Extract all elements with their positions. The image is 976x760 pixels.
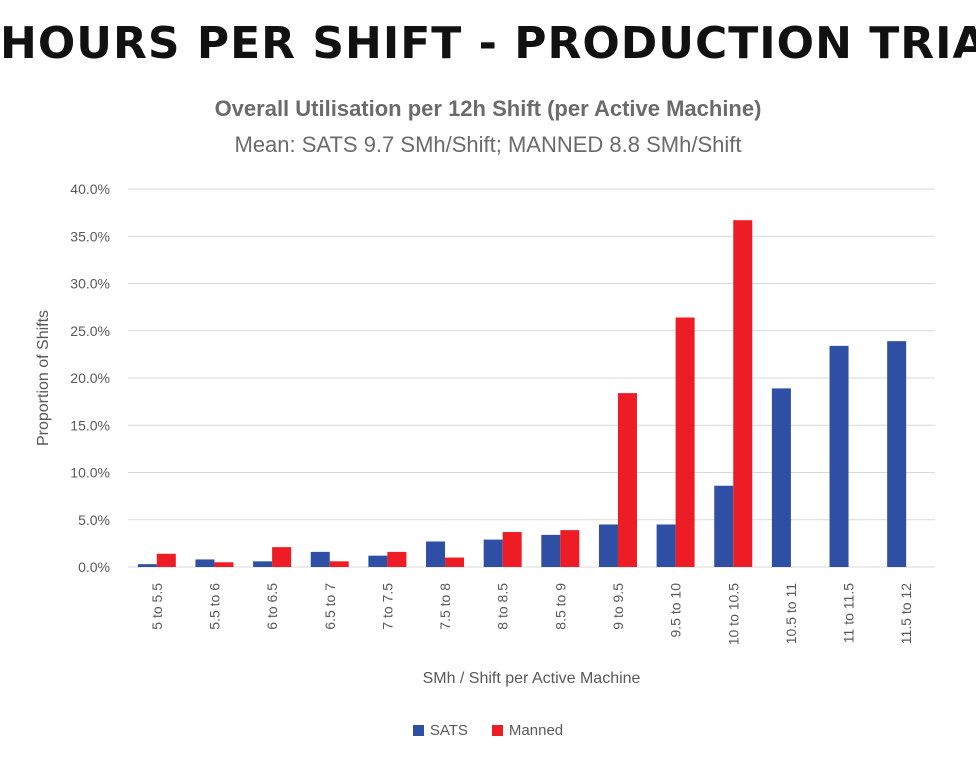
y-axis-label: Proportion of Shifts xyxy=(35,310,52,446)
bar-manned xyxy=(502,532,522,567)
bar-manned xyxy=(675,317,695,567)
x-axis-ticks: 5 to 5.5 5.5 to 6 6 to 6.5 6.5 to 7 7 to 7.5… xyxy=(149,583,914,645)
bar-sats xyxy=(253,561,273,567)
y-tick-label: 30.0% xyxy=(70,276,110,292)
bar-sats xyxy=(483,539,503,567)
x-tick-label: 7 to 7.5 xyxy=(379,583,395,630)
bar-manned xyxy=(214,562,234,567)
bar-sats xyxy=(137,564,157,567)
x-tick-label: 7.5 to 8 xyxy=(437,583,453,630)
y-tick-label: 15.0% xyxy=(70,417,110,433)
y-tick-label: 20.0% xyxy=(70,370,110,386)
bar-sats xyxy=(714,485,734,567)
legend-swatch-manned xyxy=(491,725,503,736)
bar-manned xyxy=(329,561,349,567)
y-tick-label: 10.0% xyxy=(70,465,110,481)
y-tick-label: 25.0% xyxy=(70,323,110,339)
bar-sats xyxy=(195,559,215,567)
bar-sats xyxy=(771,388,791,567)
banner-title: HOURS PER SHIFT - PRODUCTION TRIAL xyxy=(0,18,976,69)
y-tick-label: 5.0% xyxy=(78,512,110,528)
gridlines xyxy=(128,188,935,568)
legend-item-sats: SATS xyxy=(412,722,468,739)
x-tick-label: 8.5 to 9 xyxy=(552,583,568,630)
bar-sats xyxy=(310,551,330,567)
x-tick-label: 6 to 6.5 xyxy=(264,583,280,630)
x-axis-label: SMh / Shift per Active Machine xyxy=(423,670,641,687)
legend-label-manned: Manned xyxy=(508,722,564,739)
bar-sats xyxy=(426,541,446,567)
y-axis-ticks: 0.0% 5.0% 10.0% 15.0% 20.0% 25.0% 30.0% 35.0% 40… xyxy=(70,181,110,575)
y-tick-label: 35.0% xyxy=(70,228,110,244)
bar-manned xyxy=(560,530,580,567)
x-tick-label: 10 to 10.5 xyxy=(725,583,741,645)
x-tick-label: 11.5 to 12 xyxy=(898,583,914,644)
bar-sats xyxy=(887,341,907,567)
x-tick-label: 5 to 5.5 xyxy=(149,583,165,630)
bar-sats xyxy=(656,524,676,567)
x-tick-label: 10.5 to 11 xyxy=(783,583,799,644)
legend-swatch-sats xyxy=(412,725,424,736)
x-tick-label: 11 to 11.5 xyxy=(841,583,857,643)
bars xyxy=(137,220,907,567)
bar-sats xyxy=(368,555,388,567)
legend-label-sats: SATS xyxy=(429,722,468,739)
x-tick-label: 9 to 9.5 xyxy=(610,583,626,630)
x-tick-label: 9.5 to 10 xyxy=(668,583,684,638)
bar-manned xyxy=(272,547,292,567)
x-tick-label: 5.5 to 6 xyxy=(206,583,222,630)
chart-subtitle: Mean: SATS 9.7 SMh/Shift; MANNED 8.8 SMh… xyxy=(234,132,742,157)
bar-manned xyxy=(156,553,176,567)
bar-manned xyxy=(617,393,637,567)
y-tick-label: 40.0% xyxy=(70,181,110,197)
bar-manned xyxy=(445,557,465,567)
x-tick-label: 6.5 to 7 xyxy=(322,583,338,630)
y-tick-label: 0.0% xyxy=(78,559,110,575)
bar-sats xyxy=(541,534,561,567)
bar-manned xyxy=(733,220,753,567)
bar-sats xyxy=(829,345,849,567)
bar-chart: 0.0% 5.0% 10.0% 15.0% 20.0% 25.0% 30.0% 35.0% 40… xyxy=(35,181,935,687)
bar-sats xyxy=(598,524,618,567)
legend: SATS Manned xyxy=(0,722,976,739)
bar-manned xyxy=(387,551,407,567)
legend-item-manned: Manned xyxy=(491,722,564,739)
chart-title: Overall Utilisation per 12h Shift (per A… xyxy=(214,96,762,121)
x-tick-label: 8 to 8.5 xyxy=(495,583,511,630)
